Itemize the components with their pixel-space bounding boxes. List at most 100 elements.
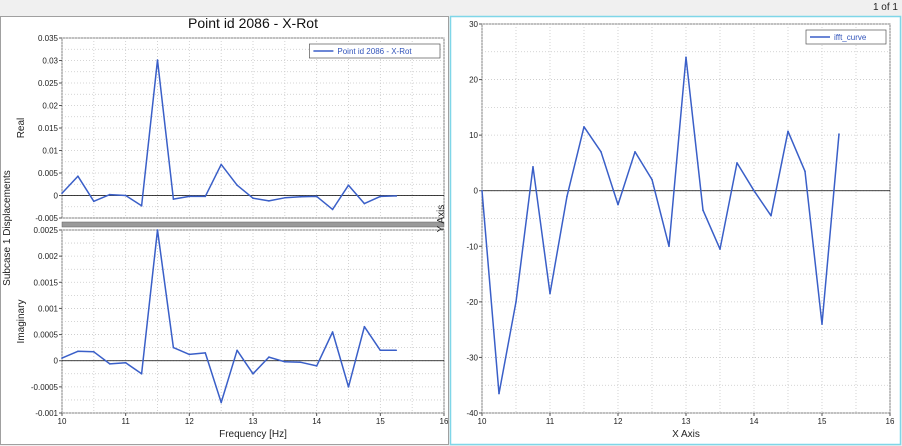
data-point <box>668 245 670 248</box>
x-tick-label: 11 <box>122 417 131 426</box>
data-point <box>600 151 602 153</box>
data-point <box>634 151 636 153</box>
data-point <box>140 205 143 207</box>
data-point <box>315 195 318 198</box>
data-point <box>549 292 551 295</box>
data-point <box>331 208 334 211</box>
x-tick-label: 13 <box>249 417 258 426</box>
data-point <box>481 189 483 192</box>
x-tick-label: 10 <box>478 417 487 426</box>
data-point <box>252 197 254 199</box>
data-point <box>220 163 222 166</box>
data-point <box>93 351 95 353</box>
data-point <box>172 198 175 200</box>
y-tick-label: 0.005 <box>38 169 59 178</box>
chart-title: Point id 2086 - X-Rot <box>188 15 318 31</box>
data-point <box>583 126 585 128</box>
y-tick-label: 0.01 <box>42 147 58 156</box>
y-tick-label: -40 <box>466 409 478 418</box>
y-tick-label: -0.001 <box>35 409 58 418</box>
x-tick-label: 14 <box>750 417 759 426</box>
data-point <box>566 195 568 198</box>
data-point <box>821 323 823 325</box>
y-tick-label: -30 <box>466 353 478 362</box>
data-point <box>204 352 207 354</box>
x-tick-label: 10 <box>58 417 67 426</box>
data-point <box>702 209 704 211</box>
data-point <box>838 133 840 135</box>
data-point <box>299 361 302 364</box>
data-point <box>220 401 222 404</box>
y-tick-label: -20 <box>466 298 478 307</box>
y-tick-label: -0.0005 <box>31 383 59 392</box>
data-point <box>395 349 398 352</box>
data-point <box>331 331 334 333</box>
series-line-0 <box>61 229 397 404</box>
data-point <box>93 200 95 203</box>
legend-box <box>309 43 441 59</box>
data-point <box>498 392 500 395</box>
data-point <box>787 130 789 133</box>
data-point <box>651 178 653 181</box>
y-tick-label: 0.001 <box>38 304 59 313</box>
x-tick-label: 12 <box>185 417 194 426</box>
data-point <box>204 195 207 198</box>
x-tick-label: 12 <box>614 417 623 426</box>
legend-box <box>805 29 887 45</box>
data-point <box>736 162 738 164</box>
y-tick-label: 0.002 <box>38 252 59 261</box>
y-tick-label: 0 <box>54 357 59 366</box>
data-point <box>156 59 159 61</box>
data-point <box>156 229 159 231</box>
plot-separator <box>61 221 445 228</box>
data-point <box>61 357 63 359</box>
y-tick-label: -10 <box>466 242 478 251</box>
data-point <box>284 360 286 363</box>
data-point <box>108 193 111 196</box>
data-point <box>719 248 721 250</box>
data-point <box>61 192 63 195</box>
data-point <box>188 195 191 198</box>
x-tick-label: 14 <box>312 417 321 426</box>
data-point <box>252 372 254 375</box>
data-point <box>299 196 302 198</box>
data-point <box>379 349 382 352</box>
page-count: 1 of 1 <box>872 2 898 13</box>
data-point <box>172 346 175 349</box>
data-point <box>363 325 366 328</box>
series-line-0 <box>481 56 840 395</box>
y-tick-label: 0.0025 <box>34 226 59 235</box>
x-tick-label: 13 <box>682 417 691 426</box>
y-tick-label: 0.0005 <box>34 331 59 340</box>
legend-label: Point id 2086 - X-Rot <box>337 47 412 56</box>
data-point <box>236 184 238 186</box>
x-axis-label: X Axis <box>672 429 700 440</box>
y-tick-label: 10 <box>469 131 478 140</box>
y-tick-label: 0.03 <box>42 57 58 66</box>
data-point <box>515 301 517 303</box>
data-point <box>347 386 350 388</box>
x-axis-label: Frequency [Hz] <box>219 429 287 440</box>
data-point <box>379 195 382 198</box>
shared-y-axis-label: Subcase 1 Displacements <box>2 170 13 286</box>
data-point <box>532 166 534 168</box>
data-point <box>363 202 366 205</box>
data-point <box>77 175 79 177</box>
x-tick-label: 16 <box>440 417 449 426</box>
y-tick-label: 0.02 <box>42 102 58 111</box>
x-tick-label: 16 <box>886 417 895 426</box>
data-point <box>804 170 806 173</box>
data-point <box>685 56 687 59</box>
data-point <box>268 356 270 358</box>
y-axis-label: Imaginary <box>16 300 27 344</box>
x-tick-label: 11 <box>546 417 555 426</box>
data-point <box>77 350 79 353</box>
y-axis-label: Y Axis <box>436 205 447 233</box>
data-point <box>124 194 127 197</box>
data-point <box>284 196 286 199</box>
data-point <box>770 214 772 217</box>
y-tick-label: 0.035 <box>38 34 59 43</box>
y-tick-label: 20 <box>469 76 478 85</box>
y-tick-label: 0 <box>54 192 59 201</box>
